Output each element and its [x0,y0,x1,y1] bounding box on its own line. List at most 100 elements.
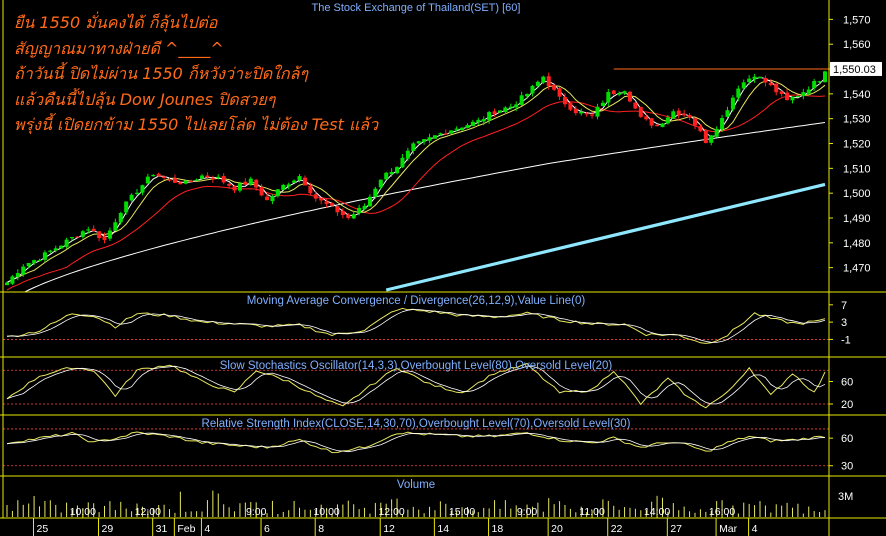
candle [508,103,513,110]
candle-body [86,229,91,231]
candle-body [757,76,762,79]
candle [785,88,790,101]
candle-body [644,116,649,120]
candle [817,80,822,85]
candle [465,123,470,129]
candle-body [91,228,96,232]
candle [178,181,183,185]
candle-body [221,176,226,183]
candle-body [102,236,107,241]
candle [216,174,221,180]
commentary-line: แล้วคืนนี้ไปลุ้น Dow Jounes ปิดสวยๆ [14,89,276,109]
candle-body [535,81,540,87]
candle-body [795,95,800,98]
macd-y-tick-label: -1 [841,334,851,346]
candle-body [53,248,58,251]
candle [676,108,681,119]
price-y-tick-label: 1,560 [843,39,871,51]
candle [232,185,237,193]
candle [568,101,573,112]
macd-y-tick-label: 7 [841,300,847,312]
candle-body [275,189,280,197]
candle-body [709,135,714,143]
candle [340,208,345,219]
candle-body [546,76,551,86]
candle-body [660,123,665,127]
candle-body [346,214,351,219]
candle [752,73,757,83]
candle-body [145,176,150,184]
candle [167,177,172,182]
candle-body [183,180,188,184]
candle-body [330,203,335,206]
x-date-label: 29 [102,523,114,535]
candle-body [378,179,383,188]
candle [330,202,335,207]
candle-body [167,179,172,181]
candle [319,197,324,205]
candle [313,191,318,202]
candle-body [774,83,779,93]
candle [682,109,687,117]
x-date-label: Feb [177,523,195,535]
candle-body [200,175,205,179]
candle-body [48,250,53,252]
candle-body [32,260,37,264]
rsi-signal-line [6,432,826,453]
candle-body [454,128,459,130]
candle-body [590,114,595,116]
candle [21,264,26,277]
candle-body [552,84,557,90]
candle [42,250,47,263]
candle-body [682,113,687,116]
candle [124,201,129,215]
candle [600,100,605,107]
candle [638,106,643,118]
candle [275,189,280,198]
x-date-label: 4 [752,523,758,535]
candle-body [606,92,611,103]
candle-body [438,133,443,135]
candle [10,275,15,286]
commentary-line: สัญญาณมาทางฝ่ายดี ^____^ [14,38,224,58]
candle-body [557,88,562,97]
candle [194,178,199,181]
x-date-label: 18 [492,523,504,535]
candle-body [525,94,530,97]
candle [768,79,773,87]
candle [692,117,697,130]
candle [335,204,340,216]
candle [497,110,502,114]
candle-body [351,214,356,219]
candle [5,281,9,286]
candle-body [362,205,367,209]
candle-body [465,125,470,129]
candle [91,225,96,232]
candle-body [503,107,508,112]
candle [443,129,448,135]
candle-body [487,112,492,121]
candle-body [460,127,465,130]
candle [606,88,611,107]
candle-body [627,91,632,102]
rsi-panel-title: Relative Strength Index(CLOSE,14,30,70),… [202,418,631,430]
candle [227,182,232,189]
candle [774,83,779,96]
candle-body [178,182,183,185]
stoch-y-tick-label: 60 [841,377,853,389]
candle [481,116,486,126]
candle [720,114,725,133]
price-y-tick-label: 1,510 [843,163,871,175]
candle-body [687,114,692,118]
candle [823,70,827,83]
candle [113,218,118,231]
rsi-y-tick-label: 30 [841,461,853,473]
candle [590,111,595,119]
candle [270,194,275,205]
candle-body [113,222,118,231]
x-time-label: 9:00 [517,506,538,518]
candle [595,103,600,120]
candle-body [5,282,9,286]
candle [579,108,584,116]
candle-body [611,90,616,95]
